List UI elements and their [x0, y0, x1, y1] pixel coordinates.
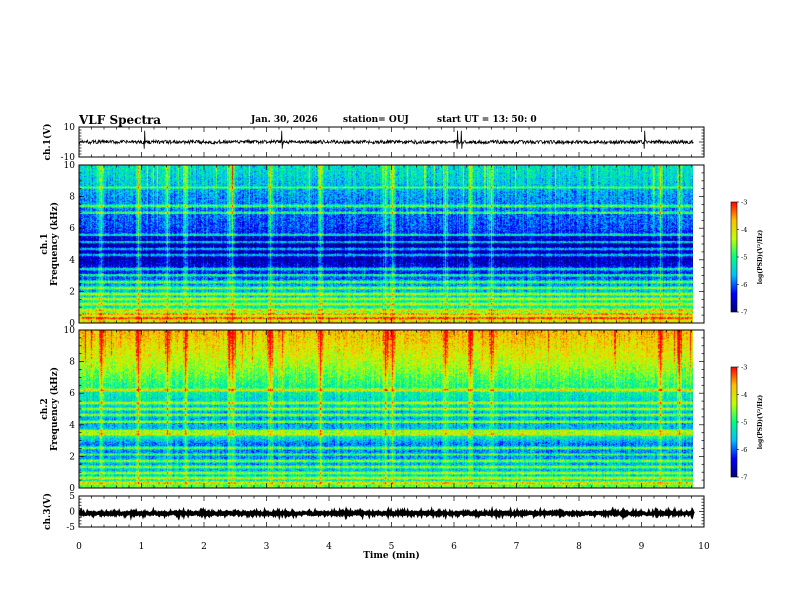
y-tick-label: -10 — [61, 153, 76, 163]
y-tick-label: 5 — [69, 492, 75, 502]
ch1-spectrogram-image — [79, 165, 693, 323]
x-tick-label: 0 — [76, 542, 82, 552]
colorbar-tick-label: -4 — [741, 226, 747, 234]
y-axis-label: ch.3(V) — [42, 493, 53, 530]
x-tick-label: 6 — [451, 542, 457, 552]
colorbar-tick-label: -3 — [741, 364, 747, 372]
figure-title: VLF Spectra — [79, 113, 162, 127]
colorbar-tick-label: -4 — [741, 391, 747, 399]
colorbar-label: log(PSD)(V²/Hz) — [757, 230, 764, 285]
colorbar-tick-label: -5 — [741, 419, 747, 427]
y-tick-label: 8 — [69, 358, 75, 368]
start-time-label: start UT = 13: 50: 0 — [437, 115, 537, 125]
x-tick-label: 7 — [514, 542, 520, 552]
ch1-waveform-trace — [78, 130, 694, 149]
y-axis-label: ch.2 — [40, 398, 50, 419]
colorbar-label: log(PSD)(V²/Hz) — [757, 395, 764, 450]
y-axis-label: Frequency (kHz) — [49, 367, 60, 451]
y-tick-label: 8 — [69, 193, 75, 203]
x-axis-label: Time (min) — [363, 550, 420, 561]
y-tick-label: 0 — [69, 508, 75, 518]
y-tick-label: 4 — [69, 421, 75, 431]
colorbar-tick-label: -6 — [741, 446, 747, 454]
y-tick-label: -5 — [66, 523, 75, 533]
y-tick-label: 6 — [69, 389, 75, 399]
y-tick-label: 10 — [64, 326, 76, 336]
ch2-spectrogram-image — [79, 330, 693, 488]
ch2-spectrogram-colorbar — [730, 366, 738, 478]
y-tick-label: 2 — [69, 452, 75, 462]
y-tick-label: 6 — [69, 224, 75, 234]
x-tick-label: 2 — [201, 542, 207, 552]
colorbar-tick-label: -3 — [741, 199, 747, 207]
x-tick-label: 10 — [698, 542, 710, 552]
x-tick-label: 9 — [639, 542, 645, 552]
y-tick-label: 2 — [69, 287, 75, 297]
ch1-spectrogram-colorbar — [730, 201, 738, 313]
y-tick-label: 4 — [69, 256, 75, 266]
x-tick-label: 8 — [576, 542, 582, 552]
y-axis-label: ch.1 — [40, 233, 50, 254]
colorbar-tick-label: -7 — [741, 474, 747, 482]
ch3-waveform-trace — [78, 505, 695, 521]
y-tick-label: 10 — [64, 161, 76, 171]
station-label: station= OUJ — [343, 115, 409, 125]
colorbar-tick-label: -5 — [741, 254, 747, 262]
x-tick-label: 3 — [264, 542, 270, 552]
date-label: Jan. 30, 2026 — [251, 115, 318, 125]
x-tick-label: 1 — [139, 542, 145, 552]
y-axis-label: ch.1(V) — [42, 124, 53, 161]
y-tick-label: 10 — [64, 123, 76, 133]
colorbar-tick-label: -7 — [741, 309, 747, 317]
y-tick-label: 0 — [69, 484, 75, 494]
y-axis-label: Frequency (kHz) — [49, 202, 60, 286]
y-tick-label: 0 — [69, 319, 75, 329]
x-tick-label: 4 — [326, 542, 332, 552]
x-tick-label: 5 — [389, 542, 395, 552]
colorbar-tick-label: -6 — [741, 281, 747, 289]
